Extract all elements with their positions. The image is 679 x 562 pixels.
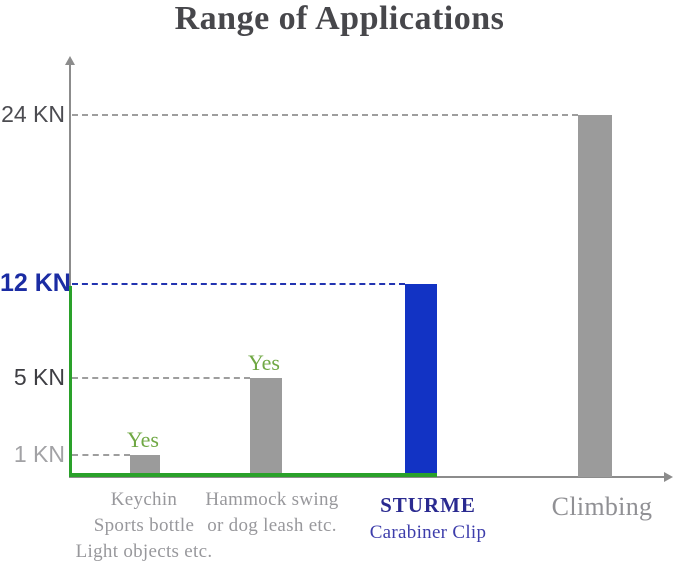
y-axis-line xyxy=(69,64,71,478)
category-line: Sports bottle xyxy=(93,515,195,536)
category-line: STURME xyxy=(380,493,476,517)
green-y-segment xyxy=(69,286,72,477)
bar-1kn xyxy=(130,455,160,477)
bar-5kn xyxy=(250,378,282,477)
y-tick-label-24kn: 24 KN xyxy=(1,101,65,127)
category-line: Carabiner Clip xyxy=(369,522,487,543)
bar-annotation-yes: Yes xyxy=(126,427,159,452)
leader-line-24kn xyxy=(72,114,578,116)
category-label-sturme: STURME Carabiner Clip xyxy=(313,492,543,546)
category-line: Light objects etc. xyxy=(75,541,213,562)
bar-annotation-yes: Yes xyxy=(247,350,280,375)
category-line: Keychin xyxy=(110,489,178,510)
green-x-segment xyxy=(69,473,437,477)
leader-line-5kn xyxy=(72,377,250,379)
x-axis-line xyxy=(69,476,664,478)
leader-line-12kn xyxy=(72,283,405,285)
x-axis-arrow-icon xyxy=(664,472,673,482)
category-label-keychin: Keychin Sports bottle Light objects etc. xyxy=(29,487,259,562)
y-tick-label-5kn: 5 KN xyxy=(13,364,65,390)
bar-24kn xyxy=(578,115,612,477)
leader-line-1kn xyxy=(72,454,130,456)
category-line: Hammock swing xyxy=(205,489,339,510)
y-tick-label-12kn: 12 KN xyxy=(0,269,71,297)
chart-title: Range of Applications xyxy=(174,0,505,37)
category-label-climbing: Climbing xyxy=(487,492,679,522)
category-line: Climbing xyxy=(551,492,653,521)
y-axis-arrow-icon xyxy=(65,56,75,65)
y-tick-label-1kn: 1 KN xyxy=(13,441,65,467)
bar-sturme xyxy=(405,284,437,477)
category-label-hammock-swing: Hammock swing or dog leash etc. xyxy=(157,487,387,539)
category-line: or dog leash etc. xyxy=(207,515,337,536)
